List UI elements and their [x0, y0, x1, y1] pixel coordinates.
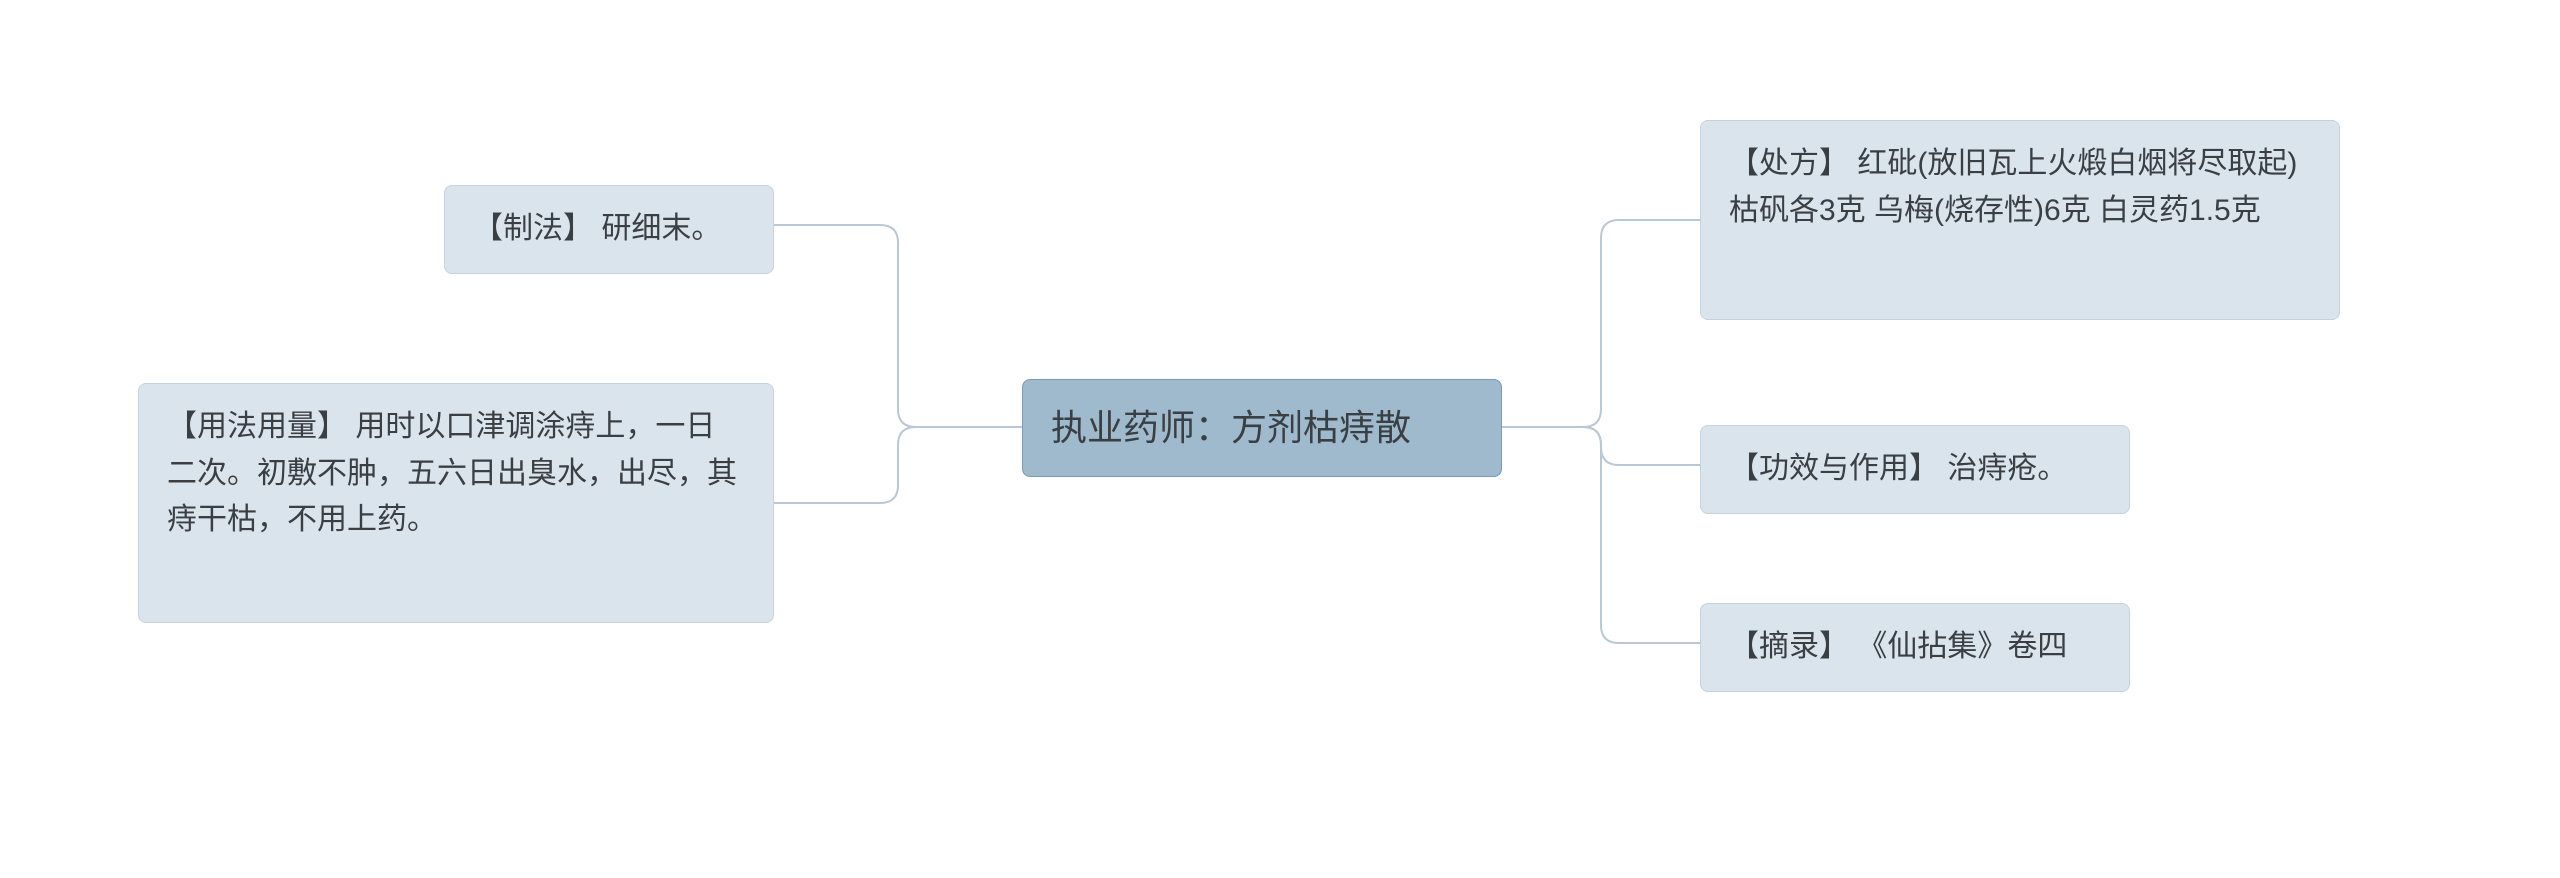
mindmap-canvas: 执业药师：方剂枯痔散 【制法】 研细末。【用法用量】 用时以口津调涂痔上，一日二次…	[0, 0, 2560, 878]
connector-path	[1502, 427, 1700, 643]
connector-path	[774, 225, 1022, 427]
root-text: 执业药师：方剂枯痔散	[1051, 407, 1411, 448]
connector-path	[1502, 220, 1700, 427]
child-node-prescription: 【处方】 红砒(放旧瓦上火煅白烟将尽取起)枯矾各3克 乌梅(烧存性)6克 白灵药…	[1700, 120, 2340, 320]
connector-path	[774, 427, 1022, 503]
child-node-usage: 【用法用量】 用时以口津调涂痔上，一日二次。初敷不肿，五六日出臭水，出尽，其痔干…	[138, 383, 774, 623]
prescription-text: 【处方】 红砒(放旧瓦上火煅白烟将尽取起)枯矾各3克 乌梅(烧存性)6克 白灵药…	[1729, 147, 2297, 227]
source-text: 【摘录】 《仙拈集》卷四	[1729, 630, 2067, 663]
child-node-effect: 【功效与作用】 治痔疮。	[1700, 425, 2130, 514]
child-node-source: 【摘录】 《仙拈集》卷四	[1700, 603, 2130, 692]
usage-text: 【用法用量】 用时以口津调涂痔上，一日二次。初敷不肿，五六日出臭水，出尽，其痔干…	[167, 410, 737, 536]
method-text: 【制法】 研细末。	[473, 212, 721, 245]
root-node: 执业药师：方剂枯痔散	[1022, 379, 1502, 477]
effect-text: 【功效与作用】 治痔疮。	[1729, 452, 2067, 485]
connector-path	[1502, 427, 1700, 465]
child-node-method: 【制法】 研细末。	[444, 185, 774, 274]
